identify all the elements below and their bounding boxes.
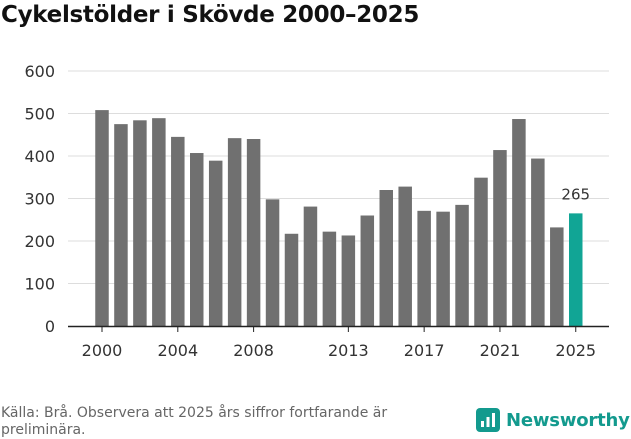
source-note: Källa: Brå. Observera att 2025 års siffr… bbox=[1, 405, 388, 438]
bar-2021 bbox=[493, 150, 507, 326]
bar-2013 bbox=[341, 235, 356, 326]
bar-2018 bbox=[436, 211, 450, 326]
bar-2017 bbox=[417, 210, 431, 326]
bar-2000 bbox=[95, 110, 109, 326]
x-tick-label: 2004 bbox=[157, 341, 198, 360]
chart-title: Cykelstölder i Skövde 2000–2025 bbox=[1, 2, 420, 28]
bar-2022 bbox=[512, 119, 526, 327]
bar-2007 bbox=[227, 138, 242, 326]
x-axis-ticks: 2000 2004 2008 2013 2017 2021 2025 bbox=[82, 327, 596, 360]
bar-2005 bbox=[190, 153, 204, 326]
bar-2014 bbox=[360, 215, 375, 326]
y-tick-label: 0 bbox=[45, 317, 55, 336]
bar-2003 bbox=[152, 118, 166, 326]
y-tick-label: 200 bbox=[24, 232, 55, 251]
data-label-2025: 265 bbox=[561, 185, 590, 203]
bar-chart: 0 100 200 300 400 500 600 2000 2004 2008 2013 2017… bbox=[24, 62, 609, 360]
bar-2002 bbox=[133, 120, 147, 326]
x-tick-label: 2013 bbox=[328, 341, 369, 360]
bar-2019 bbox=[455, 204, 469, 326]
bar-2009 bbox=[265, 199, 280, 326]
x-tick-label: 2025 bbox=[555, 341, 596, 360]
bar-2020 bbox=[474, 177, 488, 326]
x-tick-label: 2017 bbox=[404, 341, 445, 360]
x-tick-label: 2008 bbox=[233, 341, 274, 360]
y-tick-label: 600 bbox=[24, 62, 55, 81]
bar-2015 bbox=[379, 190, 393, 326]
bar-2004 bbox=[171, 136, 185, 326]
grid-lines bbox=[68, 70, 609, 284]
bar-2001 bbox=[114, 124, 128, 326]
bar-2010 bbox=[284, 233, 299, 326]
y-tick-label: 400 bbox=[24, 147, 55, 166]
x-tick-label: 2000 bbox=[82, 341, 123, 360]
bar-2016 bbox=[398, 186, 412, 326]
brand: Newsworthy bbox=[476, 408, 630, 432]
bars bbox=[95, 110, 583, 327]
brand-name: Newsworthy bbox=[506, 409, 630, 431]
y-tick-label: 500 bbox=[24, 105, 55, 124]
data-labels: 265 bbox=[561, 185, 590, 203]
bar-2008 bbox=[246, 139, 261, 326]
bar-2024 bbox=[550, 227, 564, 326]
bar-2023 bbox=[531, 158, 545, 326]
bar-2011 bbox=[303, 206, 318, 326]
bar-2025 bbox=[569, 213, 583, 326]
bar-2006 bbox=[208, 160, 223, 326]
y-tick-label: 100 bbox=[24, 275, 55, 294]
x-tick-label: 2021 bbox=[480, 341, 521, 360]
bar-chart-icon bbox=[476, 408, 500, 432]
bar-2012 bbox=[322, 231, 337, 326]
y-axis-ticks: 0 100 200 300 400 500 600 bbox=[24, 62, 55, 336]
y-tick-label: 300 bbox=[24, 190, 55, 209]
